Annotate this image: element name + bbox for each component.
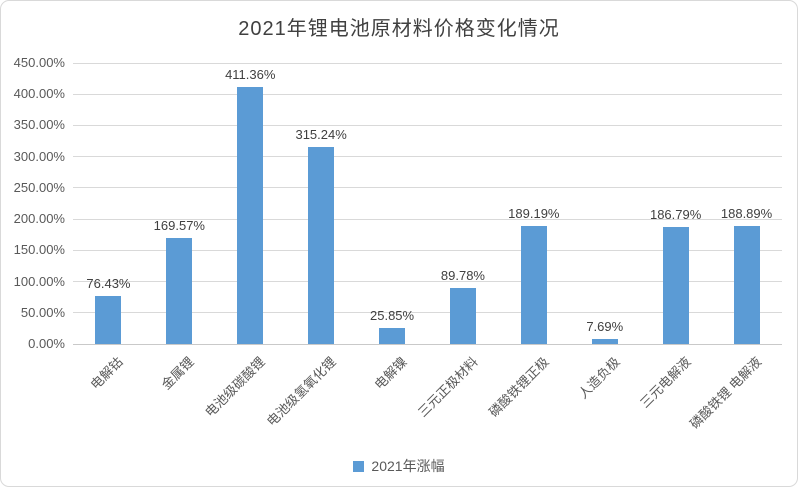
x-axis-category-label: 电池级氢氧化锂 (263, 354, 339, 430)
bar (520, 225, 547, 344)
bar-value-label: 7.69% (586, 319, 624, 335)
bar-value-label: 188.89% (720, 206, 773, 222)
legend-label: 2021年涨幅 (371, 458, 445, 474)
bar (379, 327, 406, 344)
y-axis-tick-label: 350.00% (13, 117, 65, 133)
x-axis-category-label: 磷酸铁锂 电解液 (686, 354, 765, 432)
legend-swatch (353, 460, 365, 472)
bar-value-label: 189.19% (508, 205, 560, 221)
bar (662, 227, 689, 344)
y-axis-tick-label: 400.00% (13, 86, 65, 102)
y-axis-tick-label: 0.00% (28, 336, 65, 351)
bar-value-label: 411.36% (225, 67, 276, 83)
y-axis-tick-label: 200.00% (13, 211, 65, 227)
gridline (73, 187, 782, 189)
y-axis-tick-label: 50.00% (20, 304, 65, 320)
y-axis-tick-label: 100.00% (13, 273, 65, 289)
bar-value-label: 186.79% (649, 207, 702, 223)
gridline (73, 249, 782, 251)
bar (166, 238, 193, 344)
gridline (73, 218, 782, 220)
gridline (73, 62, 782, 64)
y-axis-tick-label: 450.00% (13, 55, 65, 70)
gridline (73, 281, 782, 283)
bar-value-label: 89.78% (440, 267, 485, 283)
bar-value-label: 25.85% (370, 307, 415, 323)
bar-value-label: 315.24% (295, 127, 347, 143)
bar (733, 226, 760, 344)
gridline (73, 156, 782, 158)
bar (237, 87, 264, 344)
bar-value-label: 76.43% (86, 276, 131, 292)
x-axis-category-label: 金属锂 (158, 354, 198, 393)
x-axis-category-label: 电解钴 (87, 354, 127, 393)
x-axis-category-label: 磷酸铁锂正极 (485, 354, 552, 420)
bar (591, 339, 618, 344)
gridline (73, 124, 782, 126)
bar (95, 296, 122, 344)
x-axis-category-label: 电池级碳酸锂 (202, 354, 268, 420)
x-axis-category-label: 三元电解液 (636, 354, 694, 411)
chart-title: 2021年锂电池原材料价格变化情况 (238, 18, 560, 40)
x-axis-category-label: 三元正极材料 (414, 354, 481, 420)
y-axis-tick-label: 150.00% (13, 242, 65, 258)
legend: 2021年涨幅 (1, 456, 797, 476)
bar (449, 287, 476, 344)
gridline (73, 312, 782, 314)
gridline (73, 343, 782, 345)
bar-value-label: 169.57% (153, 218, 205, 234)
x-axis-category-label: 人造负极 (575, 354, 623, 402)
y-axis-tick-label: 300.00% (13, 148, 65, 164)
y-axis-tick-label: 250.00% (13, 179, 65, 195)
x-axis-category-label: 电解镍 (371, 354, 410, 393)
bar (308, 147, 335, 344)
gridline (73, 93, 782, 95)
